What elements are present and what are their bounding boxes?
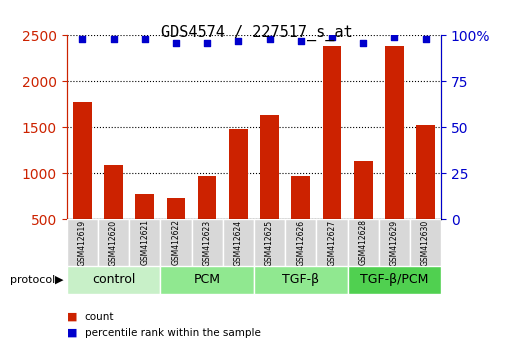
Bar bbox=[385, 46, 404, 266]
Text: GSM412629: GSM412629 bbox=[390, 219, 399, 266]
Point bbox=[141, 36, 149, 42]
Bar bbox=[223, 219, 254, 266]
Point bbox=[328, 34, 336, 40]
Text: count: count bbox=[85, 312, 114, 322]
Text: GSM412625: GSM412625 bbox=[265, 219, 274, 266]
Bar bbox=[104, 165, 123, 266]
Text: GSM412627: GSM412627 bbox=[327, 219, 337, 266]
Text: GDS4574 / 227517_s_at: GDS4574 / 227517_s_at bbox=[161, 25, 352, 41]
Text: GSM412622: GSM412622 bbox=[171, 219, 181, 266]
Bar bbox=[254, 219, 285, 266]
Text: GSM412628: GSM412628 bbox=[359, 219, 368, 266]
Text: GSM412621: GSM412621 bbox=[140, 219, 149, 266]
Bar bbox=[73, 102, 92, 266]
Bar bbox=[323, 46, 341, 266]
Bar bbox=[198, 176, 216, 266]
Bar bbox=[191, 219, 223, 266]
Bar bbox=[379, 219, 410, 266]
Text: ▶: ▶ bbox=[55, 275, 64, 285]
Text: control: control bbox=[92, 273, 135, 286]
Bar bbox=[135, 194, 154, 266]
Text: TGF-β/PCM: TGF-β/PCM bbox=[360, 273, 428, 286]
Bar bbox=[67, 266, 160, 294]
Text: GSM412620: GSM412620 bbox=[109, 219, 118, 266]
Text: ■: ■ bbox=[67, 328, 77, 338]
Bar bbox=[354, 161, 372, 266]
Point bbox=[265, 36, 273, 42]
Bar bbox=[291, 176, 310, 266]
Bar bbox=[416, 125, 435, 266]
Bar bbox=[285, 219, 317, 266]
Bar bbox=[160, 266, 254, 294]
Text: TGF-β: TGF-β bbox=[282, 273, 319, 286]
Bar bbox=[260, 115, 279, 266]
Point bbox=[78, 36, 86, 42]
Bar bbox=[98, 219, 129, 266]
Bar bbox=[229, 129, 248, 266]
Point bbox=[172, 40, 180, 46]
Point bbox=[390, 34, 399, 40]
Text: GSM412626: GSM412626 bbox=[296, 219, 305, 266]
Bar bbox=[317, 219, 348, 266]
Bar bbox=[167, 198, 185, 266]
Bar bbox=[348, 219, 379, 266]
Text: GSM412623: GSM412623 bbox=[203, 219, 212, 266]
Point bbox=[109, 36, 117, 42]
Text: GSM412619: GSM412619 bbox=[78, 219, 87, 266]
Point bbox=[203, 40, 211, 46]
Bar bbox=[254, 266, 348, 294]
Bar bbox=[67, 219, 98, 266]
Text: ■: ■ bbox=[67, 312, 77, 322]
Bar bbox=[160, 219, 191, 266]
Text: PCM: PCM bbox=[193, 273, 221, 286]
Text: GSM412630: GSM412630 bbox=[421, 219, 430, 266]
Bar bbox=[129, 219, 161, 266]
Bar bbox=[410, 219, 441, 266]
Text: percentile rank within the sample: percentile rank within the sample bbox=[85, 328, 261, 338]
Bar bbox=[348, 266, 441, 294]
Point bbox=[359, 40, 367, 46]
Point bbox=[297, 38, 305, 44]
Point bbox=[234, 38, 243, 44]
Point bbox=[422, 36, 430, 42]
Text: protocol: protocol bbox=[10, 275, 55, 285]
Text: GSM412624: GSM412624 bbox=[234, 219, 243, 266]
